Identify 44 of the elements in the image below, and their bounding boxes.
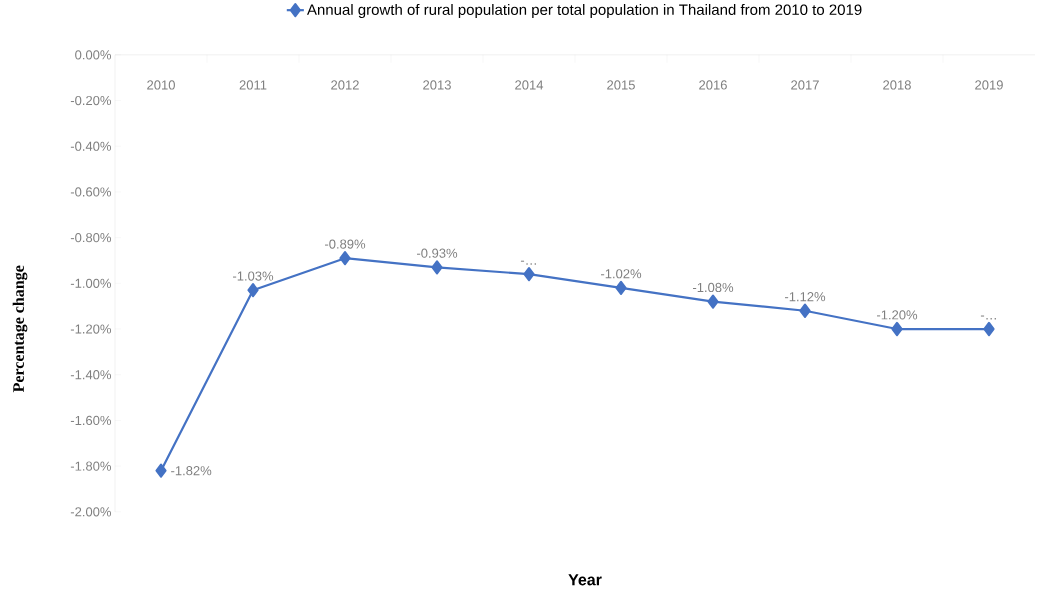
- data-label: -1.08%: [692, 282, 734, 293]
- point: [615, 280, 627, 296]
- x-tick-label: 2014: [515, 80, 544, 90]
- x-tick-label: 2018: [883, 80, 911, 90]
- point: [339, 251, 351, 266]
- y-tick-label: -1.20%: [70, 324, 112, 334]
- data-label: -1.12%: [784, 292, 826, 302]
- data-label: -1.02%: [600, 269, 642, 279]
- y-tick-label: -1.00%: [70, 278, 112, 289]
- legend-label: Annual growth of rural population per total population in Thailand from 2010 to 2019: [306, 4, 862, 19]
- y-tick-label: -0.60%: [70, 187, 112, 197]
- x-tick-label: 2010: [147, 80, 175, 90]
- y-tick-label: -1.40%: [70, 370, 112, 380]
- y-tick-label: -0.40%: [70, 141, 112, 151]
- point: [891, 322, 903, 337]
- x-tick-label: 2012: [331, 80, 359, 90]
- x-tick-label: 2016: [699, 80, 727, 90]
- y-tick-label: -0.80%: [70, 233, 112, 243]
- point: [523, 267, 535, 282]
- point: [431, 260, 443, 275]
- point: [799, 303, 811, 318]
- x-tick-label: 2017: [791, 80, 819, 90]
- data-label: -0.89%: [324, 239, 366, 249]
- data-label: -…: [520, 260, 536, 265]
- y-tick-label: -0.20%: [70, 96, 112, 106]
- y-axis-title: Percentage change: [12, 265, 28, 393]
- x-tick-label: 2013: [423, 80, 451, 90]
- y-tick-label: -2.00%: [70, 507, 112, 517]
- x-tick-label: 2015: [607, 80, 635, 90]
- point: [247, 283, 259, 298]
- x-tick-label: 2011: [239, 80, 267, 90]
- point: [707, 294, 719, 309]
- data-label: -0.93%: [416, 248, 458, 258]
- data-label: -1.20%: [876, 310, 918, 320]
- y-tick-label: -1.60%: [70, 415, 112, 426]
- y-tick-label: 0.00%: [75, 50, 112, 60]
- x-axis-title: Year: [568, 574, 602, 586]
- data-label: -…: [980, 315, 996, 320]
- data-label: -1.82%: [171, 466, 212, 476]
- point: [983, 322, 995, 337]
- data-label: -1.03%: [233, 271, 274, 281]
- y-tick-label: -1.80%: [70, 461, 112, 471]
- x-tick-label: 2019: [975, 80, 1003, 90]
- point: [155, 463, 167, 478]
